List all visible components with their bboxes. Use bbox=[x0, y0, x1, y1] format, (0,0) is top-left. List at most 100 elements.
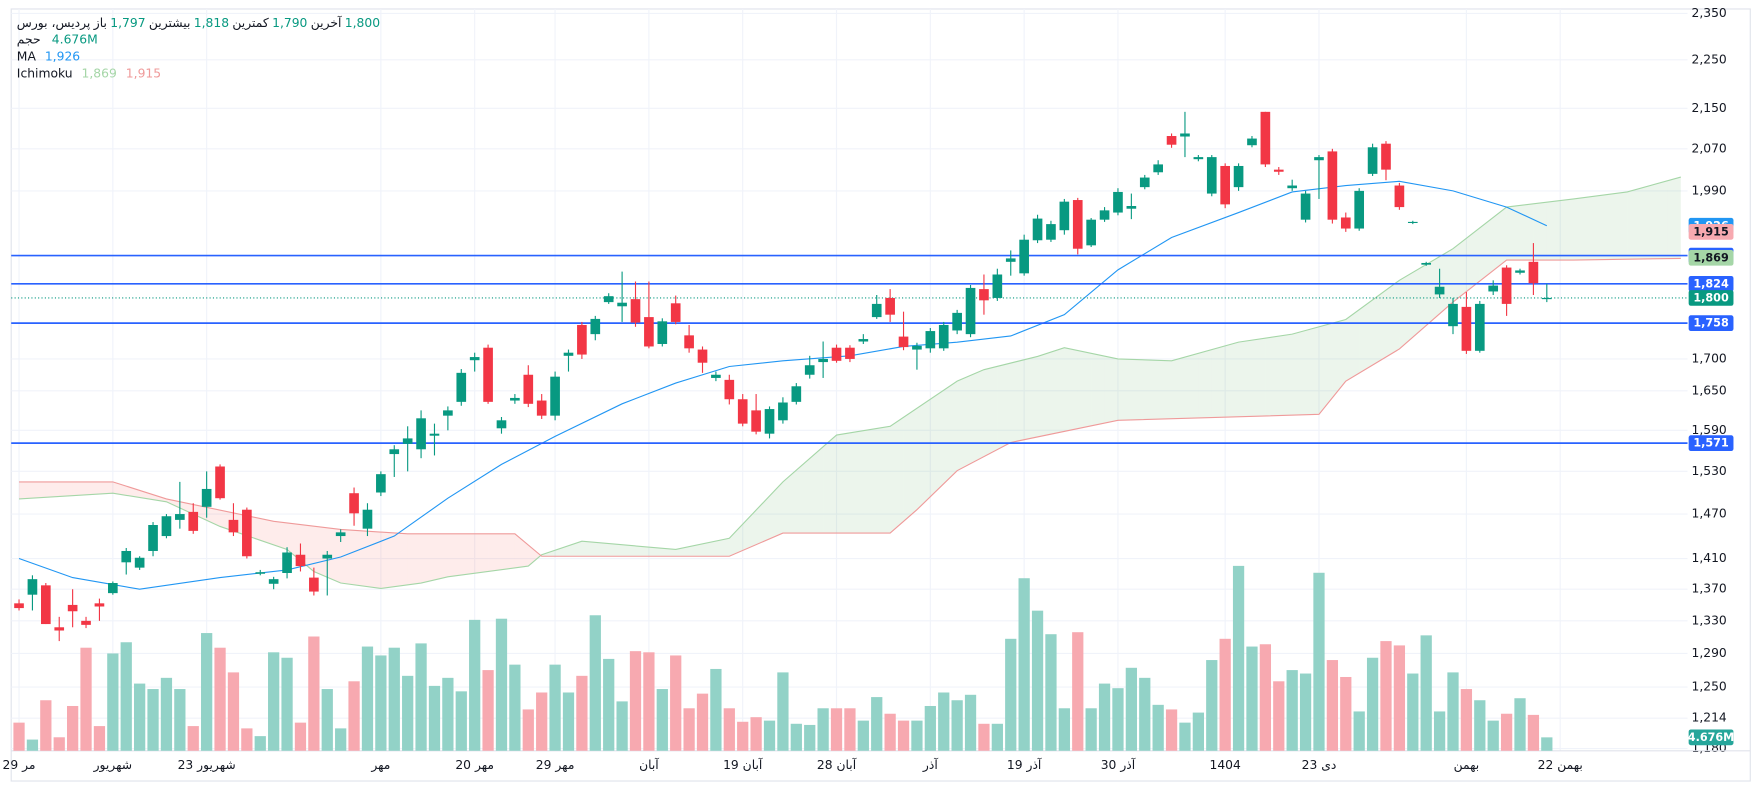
volume-bar bbox=[147, 689, 159, 751]
x-tick-label: 23 دی bbox=[1302, 758, 1337, 772]
volume-bar bbox=[455, 691, 467, 751]
volume-bar bbox=[951, 700, 963, 751]
candle-body bbox=[94, 603, 105, 607]
cloud-fill bbox=[32, 481, 46, 499]
candle-body bbox=[1488, 285, 1499, 292]
candle-body bbox=[1300, 193, 1311, 220]
candle-body bbox=[121, 550, 132, 563]
cloud-fill bbox=[1426, 256, 1440, 326]
candle-body bbox=[778, 402, 788, 421]
candle-body bbox=[175, 514, 185, 520]
cloud-fill bbox=[1600, 193, 1614, 260]
cloud-fill bbox=[59, 481, 73, 497]
candle-body bbox=[818, 358, 828, 363]
volume-bar bbox=[67, 705, 79, 751]
volume-bar bbox=[723, 708, 735, 751]
candle-body bbox=[898, 336, 909, 348]
cloud-fill bbox=[1466, 227, 1480, 292]
cloud-fill bbox=[72, 481, 87, 496]
volume-bar bbox=[696, 693, 709, 751]
cloud-fill bbox=[1412, 264, 1427, 338]
cloud-fill bbox=[260, 518, 274, 545]
price-badge bbox=[1688, 435, 1734, 451]
candle-body bbox=[362, 509, 373, 529]
volume-bar bbox=[1433, 711, 1446, 751]
cloud-fill bbox=[1131, 359, 1145, 420]
candle-body bbox=[201, 488, 212, 507]
volume-bar bbox=[536, 692, 548, 751]
candle-body bbox=[456, 372, 467, 402]
cloud-fill bbox=[179, 501, 194, 515]
x-tick-label: 29 مر bbox=[3, 758, 36, 773]
cloud-fill bbox=[796, 458, 810, 534]
volume-bar bbox=[817, 708, 829, 751]
cloud-fill bbox=[1479, 217, 1494, 281]
candle-body bbox=[644, 317, 654, 347]
cloud-fill bbox=[287, 522, 301, 561]
open-name: باز bbox=[93, 15, 107, 31]
volume-bar bbox=[830, 708, 843, 751]
cloud-fill bbox=[421, 533, 435, 584]
candle-body bbox=[510, 397, 520, 401]
candle-body bbox=[1381, 143, 1391, 170]
candle-body bbox=[389, 449, 400, 455]
cloud-fill bbox=[1184, 353, 1199, 419]
volume-bar bbox=[1058, 708, 1070, 751]
y-tick-label: 1,290 bbox=[1691, 646, 1726, 660]
cloud-fill bbox=[903, 408, 917, 522]
candle-body bbox=[670, 303, 681, 322]
candle-body bbox=[791, 386, 802, 402]
cloud-fill bbox=[1372, 289, 1386, 365]
cloud-fill bbox=[1506, 205, 1521, 261]
candle-body bbox=[1340, 217, 1351, 229]
volume-bar bbox=[938, 692, 950, 751]
price-badge-label: 1,571 bbox=[1693, 437, 1729, 450]
frame bbox=[10, 8, 1751, 782]
candle-body bbox=[979, 289, 989, 301]
volume-bar bbox=[522, 709, 534, 751]
cloud-fill bbox=[354, 530, 368, 587]
price-badge-label: 1,800 bbox=[1693, 292, 1729, 305]
volume-bar bbox=[737, 721, 749, 751]
volume-bar bbox=[428, 685, 441, 751]
candle-body bbox=[54, 627, 65, 631]
cloud-fill bbox=[769, 481, 783, 539]
volume-bar bbox=[549, 664, 561, 751]
price-badge-label: 1,824 bbox=[1693, 277, 1729, 290]
volume-bar bbox=[1018, 578, 1030, 751]
volume-bar bbox=[1152, 704, 1164, 751]
candle-body bbox=[858, 339, 869, 342]
candle-body bbox=[577, 324, 587, 355]
volume-bar bbox=[1447, 672, 1459, 751]
volume-bar bbox=[1219, 638, 1231, 751]
cloud-fill bbox=[1493, 207, 1507, 271]
cloud-fill bbox=[1654, 180, 1668, 259]
candle-body bbox=[711, 374, 721, 378]
ma-row: MA 1,926 bbox=[17, 49, 80, 64]
cloud-fill bbox=[1278, 334, 1293, 416]
cloud-fill bbox=[407, 533, 422, 585]
cloud-fill bbox=[1077, 350, 1092, 429]
volume-bar bbox=[1165, 709, 1178, 751]
volume-name: حجم bbox=[16, 32, 41, 48]
candle-body bbox=[1206, 157, 1217, 194]
cloud-fill bbox=[99, 481, 113, 495]
cloud-fill bbox=[555, 545, 569, 557]
candle-body bbox=[416, 418, 426, 450]
x-tick-label: آبان bbox=[639, 757, 659, 772]
candle-body bbox=[469, 357, 480, 361]
volume-bar bbox=[964, 694, 977, 751]
cloud-fill bbox=[1292, 330, 1306, 416]
cloud-fill bbox=[957, 375, 971, 471]
candle-body bbox=[1407, 221, 1418, 224]
price-badge bbox=[1688, 275, 1734, 292]
volume-bar bbox=[897, 720, 910, 751]
candle-body bbox=[603, 296, 614, 303]
span-b-line bbox=[19, 257, 1681, 557]
volume-bar bbox=[884, 713, 896, 751]
candle-body bbox=[429, 433, 440, 436]
volume-bar bbox=[388, 647, 400, 751]
cloud-fill bbox=[970, 369, 984, 464]
cloud-fill bbox=[313, 526, 328, 578]
cloud-fill bbox=[702, 541, 716, 557]
